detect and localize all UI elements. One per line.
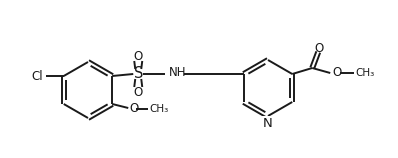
- Text: S: S: [134, 67, 143, 82]
- Text: O: O: [134, 85, 143, 98]
- Text: NH: NH: [169, 67, 187, 79]
- Text: CH₃: CH₃: [355, 68, 375, 78]
- Text: Cl: Cl: [31, 70, 43, 82]
- Text: CH₃: CH₃: [149, 104, 168, 114]
- Text: O: O: [315, 42, 324, 55]
- Text: O: O: [129, 103, 139, 115]
- Text: O: O: [134, 49, 143, 63]
- Text: O: O: [332, 67, 341, 79]
- Text: N: N: [263, 117, 273, 130]
